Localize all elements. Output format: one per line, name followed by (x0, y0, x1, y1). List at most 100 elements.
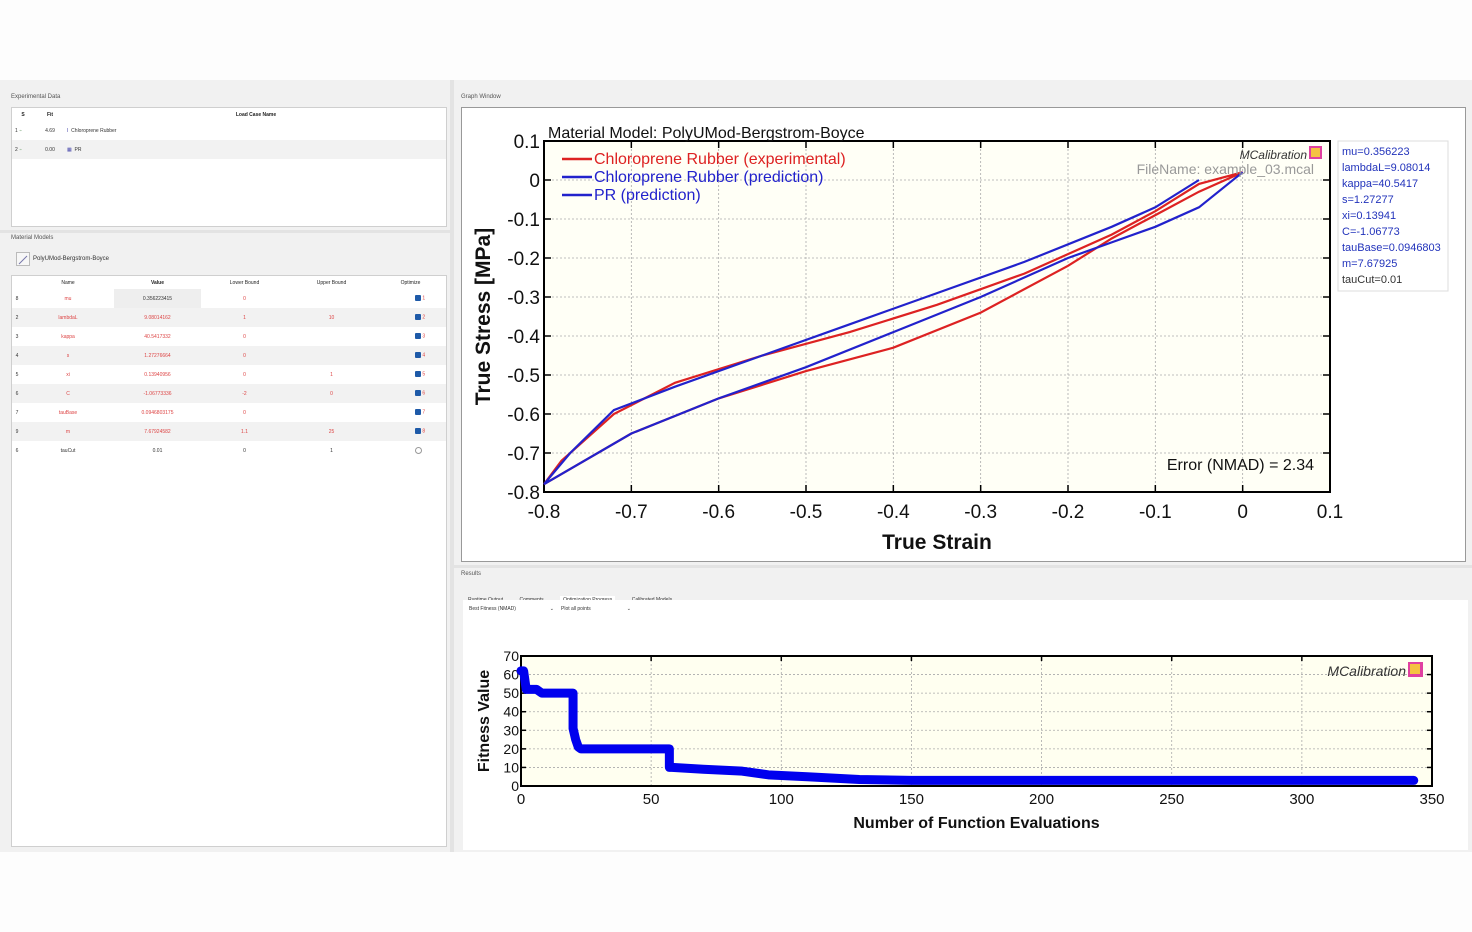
param-lower[interactable]: 1.1 (241, 428, 248, 435)
chevron-down-icon: ⌄ (549, 606, 554, 612)
param-lower[interactable]: 0 (243, 333, 246, 340)
y-tick-label: -0.2 (507, 249, 540, 270)
load-case-name: PR (74, 146, 82, 153)
optimize-checkbox[interactable] (415, 371, 421, 378)
y-tick-label: 0.1 (514, 132, 540, 153)
parameter-table: Name Value Lower Bound Upper Bound Optim… (11, 275, 447, 847)
parameter-value: tauCut=0.01 (1342, 274, 1402, 286)
param-upper[interactable] (288, 327, 375, 346)
table-row[interactable]: 1 ⌁ 4.69 I Chloroprene Rubber (15, 127, 117, 134)
x-tick-label: -0.8 (528, 502, 561, 523)
col-lower-bound[interactable]: Lower Bound (229, 279, 260, 286)
parameter-box: mu=0.356223 lambdaL=9.08014 kappa=40.5417 s… (1337, 140, 1449, 292)
param-lower[interactable]: 0 (243, 371, 246, 378)
param-upper[interactable]: 10 (328, 314, 335, 321)
x-tick-label: 150 (899, 791, 924, 808)
x-tick-label: 300 (1289, 791, 1314, 808)
optimize-checkbox[interactable] (415, 295, 421, 302)
param-name: lambdaL (58, 314, 78, 321)
param-upper[interactable] (288, 403, 375, 422)
param-name: m (65, 428, 71, 435)
y-axis-label: True Stress [MPa] (472, 228, 495, 405)
param-name: mu (64, 295, 72, 302)
legend-entry: PR (prediction) (594, 187, 701, 204)
table-row[interactable]: 2 lambdaL 9.08014162 1 10 2 (12, 308, 446, 327)
results-label: Results (461, 571, 482, 577)
load-case-name: Chloroprene Rubber (71, 127, 117, 134)
param-lower[interactable]: 1 (243, 314, 246, 321)
vertical-splitter[interactable] (450, 80, 454, 852)
x-tick-label: 250 (1159, 791, 1184, 808)
series-prediction (543, 171, 1244, 486)
param-lower[interactable]: 0 (243, 447, 246, 454)
table-row[interactable]: 7 tauBase 0.0946803175 0 7 (12, 403, 446, 422)
optimize-checkbox[interactable] (415, 352, 421, 359)
table-row[interactable]: 6 tauCut 0.01 0 1 (12, 441, 446, 460)
param-upper[interactable]: 1 (330, 371, 333, 378)
optimize-checkbox[interactable] (415, 333, 421, 340)
load-case-icon: I (67, 127, 69, 134)
optimize-checkbox[interactable] (415, 428, 421, 435)
y-tick-label: -0.1 (507, 210, 540, 231)
param-value[interactable]: -1.06773336 (143, 390, 172, 397)
param-lower[interactable]: 0 (243, 295, 246, 302)
param-upper[interactable]: 0 (330, 390, 333, 397)
fitness-chart[interactable]: 0 50 100 150 200 250 300 350706050403020100Numb… (463, 600, 1468, 850)
col-optimize[interactable]: Optimize (400, 279, 421, 286)
param-value[interactable]: 0.0946803175 (141, 409, 174, 416)
param-upper[interactable] (288, 289, 375, 308)
param-upper[interactable]: 25 (328, 428, 335, 435)
stress-strain-chart[interactable]: -0.8 -0.7 -0.6 -0.5 -0.4 -0.3 -0.2 -0.1 0 0.1 0.1 0… (462, 108, 1465, 561)
col-s[interactable]: S (21, 111, 25, 118)
experimental-data-table: S Fit Load Case Name 1 ⌁ 4.69 I Chloropr… (11, 107, 447, 227)
param-upper[interactable] (288, 346, 375, 365)
optimize-checkbox[interactable] (415, 390, 421, 397)
table-row[interactable]: 4 s 1.27276664 0 4 (12, 346, 446, 365)
param-name: s (66, 352, 70, 359)
svg-text:MCalibration: MCalibration (1327, 663, 1406, 679)
param-value[interactable]: 0.01 (152, 447, 163, 454)
param-value[interactable]: 1.27276664 (144, 352, 171, 359)
parameter-value: C=-1.06773 (1342, 226, 1400, 238)
param-value[interactable]: 0.13940956 (144, 371, 171, 378)
param-lower[interactable]: 0 (243, 409, 246, 416)
material-models-label: Material Models (11, 235, 54, 241)
parameter-value: m=7.67925 (1342, 258, 1397, 270)
param-lower[interactable]: 0 (243, 352, 246, 359)
param-name: kappa (61, 333, 75, 340)
fitness-dropdown[interactable]: Best Fitness (NMAD) ⌄ (469, 606, 554, 612)
param-value[interactable]: 7.67924582 (144, 428, 171, 435)
optimize-checkbox[interactable] (415, 409, 421, 416)
legend-entry: Chloroprene Rubber (experimental) (594, 151, 846, 168)
y-tick-label: 10 (503, 759, 519, 775)
param-value[interactable]: 0.356223415 (114, 289, 201, 308)
col-name[interactable]: Name (61, 279, 75, 286)
optimize-checkbox[interactable] (415, 447, 422, 454)
y-tick-label: 40 (503, 704, 519, 720)
col-load-case-name[interactable]: Load Case Name (235, 111, 277, 118)
horizontal-splitter-right[interactable] (454, 565, 1472, 568)
param-value[interactable]: 40.5417332 (144, 333, 171, 340)
optimize-checkbox[interactable] (415, 314, 421, 321)
col-fit[interactable]: Fit (46, 111, 54, 118)
y-tick-label: -0.7 (507, 444, 540, 465)
plot-points-dropdown[interactable]: Plot all points ⌄ (561, 606, 631, 612)
col-upper-bound[interactable]: Upper Bound (316, 279, 347, 286)
table-row[interactable]: 3 kappa 40.5417332 0 3 (12, 327, 446, 346)
x-tick-label: 50 (643, 791, 660, 808)
param-upper[interactable]: 1 (330, 447, 333, 454)
x-tick-label: -0.1 (1139, 502, 1172, 523)
table-row[interactable]: 9 m 7.67924582 1.1 25 8 (12, 422, 446, 441)
x-tick-label: 0.1 (1317, 502, 1343, 523)
table-row[interactable]: 2 ⌁ 0.00 ▦ PR (12, 140, 446, 159)
model-edit-icon[interactable] (16, 252, 30, 266)
table-row[interactable]: 6 C -1.06773336 -2 0 6 (12, 384, 446, 403)
mcalibration-logo: MCalibration (1240, 146, 1322, 162)
col-value[interactable]: Value (150, 279, 165, 286)
param-value[interactable]: 9.08014162 (144, 314, 171, 321)
table-row[interactable]: 8 mu 0.356223415 0 1 (12, 289, 446, 308)
param-lower[interactable]: -2 (242, 390, 247, 397)
table-row[interactable]: 5 xi 0.13940956 0 1 5 (12, 365, 446, 384)
horizontal-splitter[interactable] (0, 230, 450, 233)
